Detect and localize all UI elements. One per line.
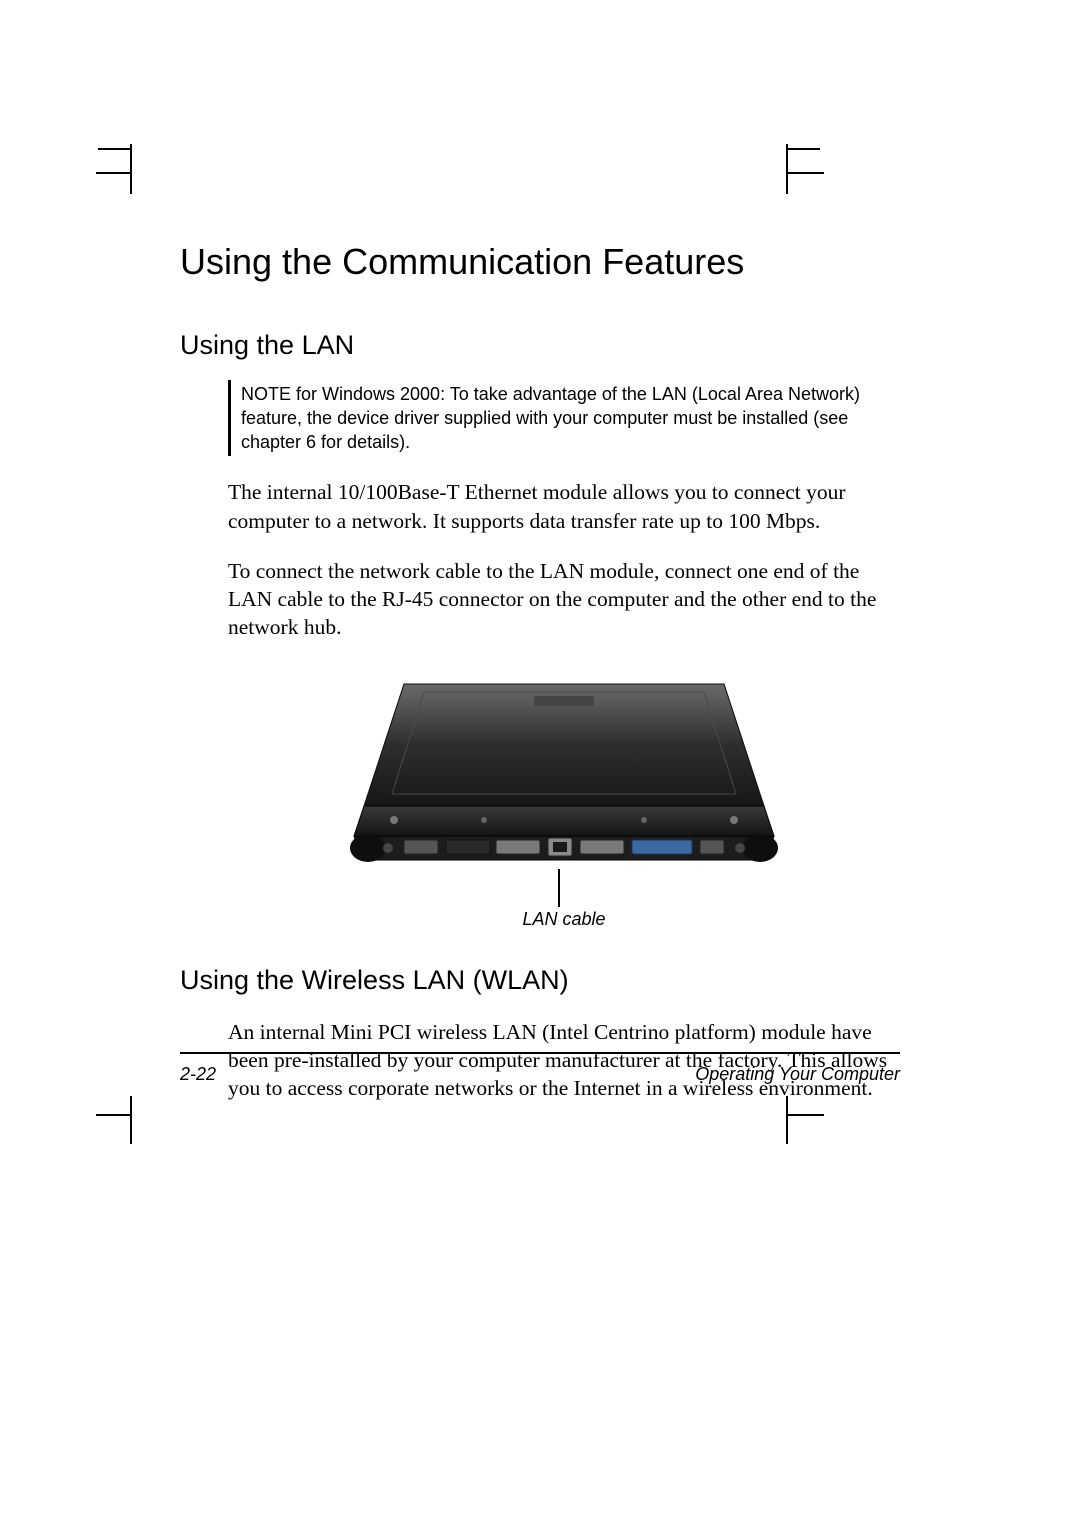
body-paragraph: An internal Mini PCI wireless LAN (Intel… — [228, 1018, 900, 1103]
section-heading-wlan: Using the Wireless LAN (WLAN) — [180, 964, 900, 996]
crop-mark — [98, 148, 132, 150]
page-number: 2-22 — [180, 1064, 216, 1085]
crop-mark-bl-h — [96, 1114, 132, 1116]
crop-mark-tl-v — [130, 144, 132, 192]
crop-mark — [786, 148, 820, 150]
figure: LAN cable — [228, 676, 900, 930]
crop-mark-tr-h — [788, 172, 824, 174]
page-content: Using the Communication Features Using t… — [180, 240, 900, 1123]
note-label: NOTE for Windows 2000: — [241, 384, 450, 404]
footer-rule — [180, 1052, 900, 1054]
section-heading-lan: Using the LAN — [180, 329, 900, 361]
laptop-illustration — [334, 676, 794, 886]
crop-mark-tl-h — [96, 172, 132, 174]
body-paragraph: To connect the network cable to the LAN … — [228, 557, 900, 642]
footer-section-title: Operating Your Computer — [695, 1064, 900, 1085]
page-footer: 2-22 Operating Your Computer — [180, 1064, 900, 1085]
crop-mark-tr-v — [786, 144, 788, 192]
page-title: Using the Communication Features — [180, 240, 900, 283]
note-block: NOTE for Windows 2000: To take advantage… — [228, 380, 900, 457]
callout — [228, 869, 900, 907]
body-paragraph: The internal 10/100Base-T Ethernet modul… — [228, 478, 900, 535]
crop-mark-bl-v — [130, 1096, 132, 1144]
callout-line — [558, 869, 560, 907]
figure-caption: LAN cable — [228, 909, 900, 930]
